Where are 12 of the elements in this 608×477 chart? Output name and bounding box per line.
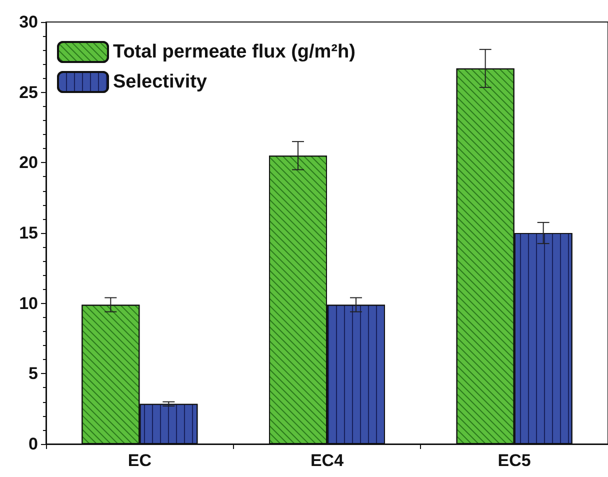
legend-label: Selectivity [113,72,208,92]
x-tick-label: EC4 [310,451,344,470]
y-tick-label: 20 [19,153,38,172]
y-tick-label: 25 [19,82,38,102]
y-tick-label: 0 [28,434,38,454]
y-tick-label: 5 [28,364,38,384]
y-tick-label: 15 [19,224,38,242]
x-tick-label: EC5 [498,451,531,470]
legend-label: Total permeate flux (g/m²h) [113,42,356,62]
y-tick-label: 30 [19,12,38,32]
x-tick-label: EC [128,451,152,470]
y-tick-label: 10 [19,294,38,313]
